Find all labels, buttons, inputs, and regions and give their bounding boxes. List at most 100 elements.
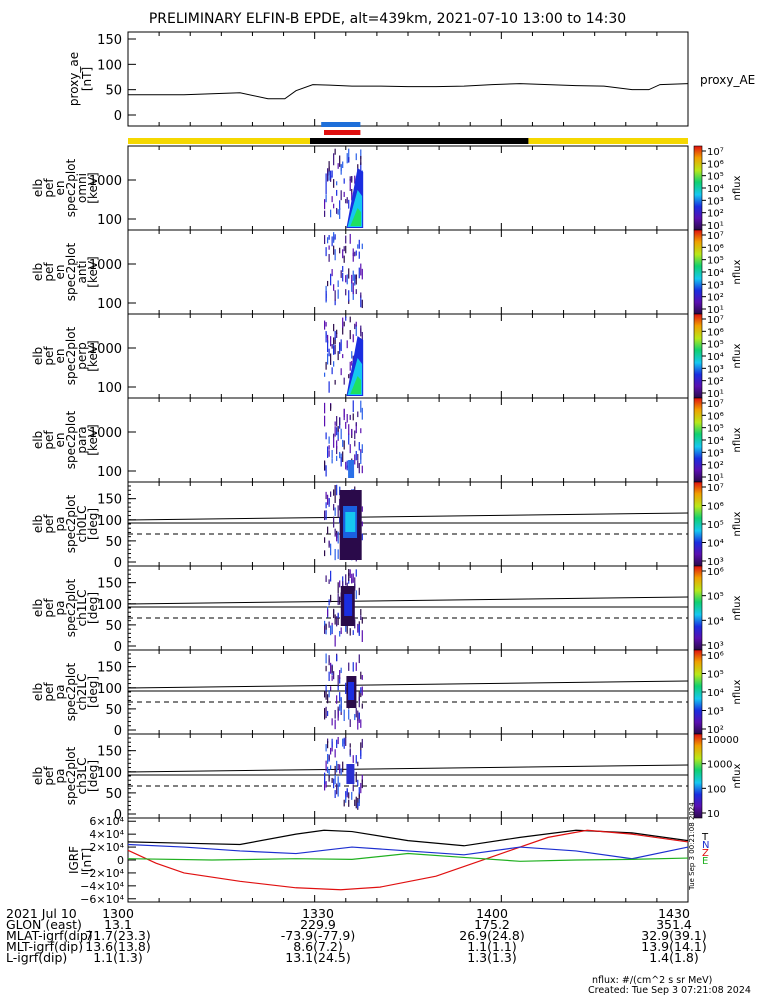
spectrogram-speckle bbox=[324, 320, 326, 330]
spectrogram-speckle bbox=[340, 368, 342, 376]
spectrogram-speckle bbox=[339, 417, 341, 426]
spectrogram-speckle bbox=[334, 234, 336, 240]
spectrogram-speckle bbox=[349, 176, 351, 181]
spectrogram-speckle bbox=[354, 430, 356, 440]
legend-N: N bbox=[702, 840, 709, 851]
spectrogram-speckle bbox=[328, 579, 330, 584]
xaxis-row-value: 1.4(1.8) bbox=[649, 950, 699, 965]
spectrogram-speckle bbox=[346, 460, 348, 468]
spectrogram-speckle bbox=[328, 690, 330, 698]
spectrogram-speckle bbox=[348, 374, 350, 379]
spectrogram-speckle bbox=[328, 348, 330, 357]
xaxis-row-value: 229.9 bbox=[300, 917, 336, 932]
spectrogram-speckle bbox=[334, 379, 336, 385]
spectrogram-speckle bbox=[352, 270, 354, 281]
xaxis-row: MLT-igrf(dip) 13.6(13.8) 8.6(7.2) 1.1(1.1) 1… bbox=[6, 940, 707, 953]
y-axis-label-line: spec2plot bbox=[64, 158, 78, 217]
spectrogram-speckle bbox=[328, 381, 330, 393]
spectrogram-speckle bbox=[361, 243, 363, 250]
y-axis-label-line: pef bbox=[42, 262, 56, 282]
spectrogram-speckle bbox=[337, 786, 339, 797]
spectrogram-speckle bbox=[339, 155, 341, 167]
spectrogram-speckle bbox=[343, 377, 345, 385]
y-tick-label: 100 bbox=[97, 465, 122, 480]
y-axis-label-line: en bbox=[53, 349, 67, 364]
spectrogram-speckle bbox=[337, 163, 339, 169]
spectrogram-speckle bbox=[324, 550, 326, 557]
spectrogram-speckle bbox=[355, 274, 357, 285]
spectrogram-speckle bbox=[342, 326, 344, 335]
spectrogram-speckle bbox=[339, 451, 341, 459]
y-axis-label-line: pa bbox=[53, 685, 67, 700]
spectrogram-speckle bbox=[331, 777, 333, 783]
y-tick-label: 150 bbox=[97, 493, 122, 508]
y-axis-label-line: spec2plot bbox=[64, 662, 78, 721]
colorbar-tick-label: 10⁶ bbox=[707, 502, 724, 513]
spectrogram-speckle bbox=[360, 162, 362, 174]
spectrogram-speckle bbox=[337, 426, 339, 432]
spectrogram-speckle bbox=[346, 582, 348, 589]
spectrogram-speckle bbox=[337, 776, 339, 787]
spectrogram-speckle bbox=[349, 444, 351, 454]
igrf-n-line bbox=[127, 843, 689, 860]
spectrogram-speckle bbox=[361, 506, 363, 512]
y-tick-label: 100 bbox=[97, 381, 122, 396]
spectrogram-speckle bbox=[333, 284, 335, 291]
spectrogram-speckle bbox=[327, 353, 329, 365]
y-axis-label-line: pa bbox=[53, 769, 67, 784]
y-axis-label-line: [keV] bbox=[86, 172, 100, 203]
colorbar-label: nflux bbox=[732, 175, 743, 200]
spectrogram-speckle bbox=[351, 428, 353, 436]
y-tick-label: 0 bbox=[114, 556, 122, 571]
spectrogram-speckle bbox=[325, 194, 327, 203]
spectrogram-speckle bbox=[348, 573, 350, 582]
spectrogram-speckle bbox=[337, 675, 339, 688]
y-axis-label-line: elb bbox=[31, 263, 45, 281]
spectrogram-speckle bbox=[348, 157, 350, 163]
colorbar-tick-label: 10⁶ bbox=[707, 243, 724, 254]
colorbar-tick-label: 10⁴ bbox=[707, 352, 724, 363]
spectrogram-speckle bbox=[325, 465, 327, 477]
spectrogram-speckle bbox=[360, 742, 362, 751]
xaxis-row: L-igrf(dip) 1.1(1.3) 13.1(24.5) 1.3(1.3) 1.4… bbox=[6, 950, 706, 965]
spectrogram-speckle bbox=[349, 569, 351, 579]
spectrogram-speckle bbox=[333, 245, 335, 255]
spectrogram-speckle bbox=[333, 337, 335, 345]
y-axis-unit: [nT] bbox=[80, 67, 94, 91]
y-axis-label-line: pa bbox=[53, 601, 67, 616]
colorbar-tick-label: 10⁴ bbox=[707, 436, 724, 447]
igrf-z-line bbox=[127, 829, 689, 891]
y-axis-label-line: pef bbox=[42, 598, 56, 618]
spectrogram-speckle bbox=[331, 170, 333, 178]
spectrogram-speckle bbox=[346, 340, 348, 349]
spectrogram-speckle bbox=[339, 580, 341, 588]
panel-frame bbox=[127, 313, 689, 399]
spectrogram-speckle bbox=[360, 295, 362, 308]
spectrogram-speckle bbox=[343, 799, 345, 807]
spectrogram-speckle bbox=[328, 775, 330, 782]
footer-credit: nflux: #/(cm^2 s sr MeV) Created: Tue Se… bbox=[588, 976, 751, 996]
spectrogram-speckle bbox=[328, 658, 330, 663]
spectrogram-speckle bbox=[357, 411, 359, 418]
xaxis-row: GLON (east) 13.1 229.9 175.2 351.4 bbox=[6, 917, 706, 932]
spectrogram-speckle bbox=[333, 778, 335, 789]
colorbar-tick-label: 10⁵ bbox=[707, 424, 724, 435]
spectrogram-speckle bbox=[352, 662, 354, 672]
y-tick-label: 100 bbox=[97, 58, 122, 73]
xaxis-row: 2021 Jul 10 1300 1330 1400 1430 bbox=[6, 907, 706, 920]
igrf-e-line bbox=[127, 852, 689, 862]
spectrogram-speckle bbox=[346, 625, 348, 634]
spectrogram-speckle bbox=[337, 289, 339, 299]
spectrogram-speckle bbox=[331, 738, 333, 748]
igrf-t-line bbox=[127, 829, 689, 847]
spectrogram-speckle bbox=[334, 290, 336, 301]
colorbar bbox=[693, 481, 703, 567]
page-title: PRELIMINARY ELFIN-B EPDE, alt=439km, 202… bbox=[148, 11, 627, 27]
spectrogram-speckle bbox=[358, 793, 360, 803]
y-axis-label-line: elb bbox=[31, 179, 45, 197]
spectrogram-speckle bbox=[352, 413, 354, 421]
spectrogram-speckle bbox=[361, 331, 363, 342]
spectrogram-speckle bbox=[354, 251, 356, 257]
spectrogram-speckle bbox=[346, 153, 348, 164]
colorbar-tick-label: 10² bbox=[707, 377, 724, 388]
